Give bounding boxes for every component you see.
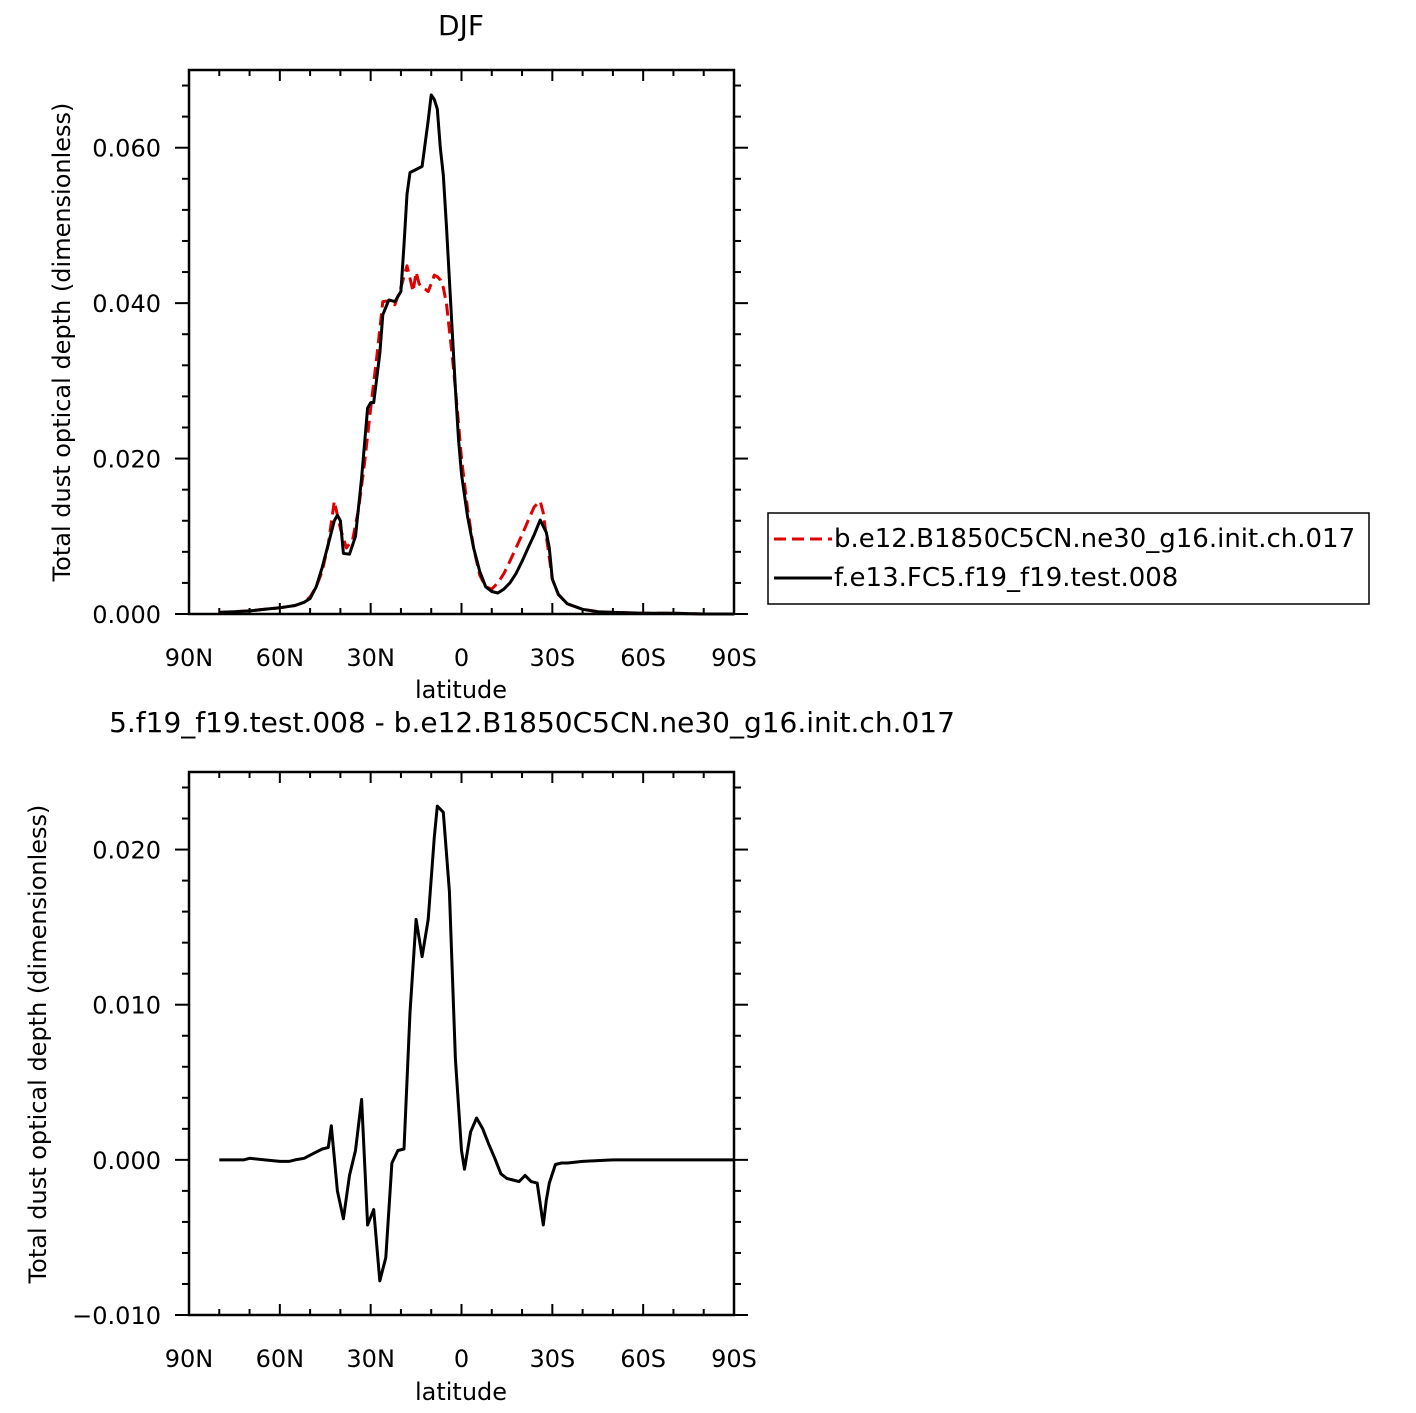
dust-aod-djf-panel: DJF Total dust optical depth (dimensionl…: [48, 9, 1370, 704]
x-tick-label: 90N: [165, 1345, 214, 1373]
y-tick-label: 0.020: [92, 446, 161, 474]
y-tick-label: −0.010: [72, 1302, 161, 1330]
panel-title: 5.f19_f19.test.008 - b.e12.B1850C5CN.ne3…: [109, 706, 955, 739]
x-tick-label: 60S: [620, 644, 666, 672]
series-layer: [219, 93, 734, 616]
legend-box: [767, 512, 1370, 605]
x-tick-label: 90S: [711, 644, 757, 672]
series-line-0: [219, 264, 734, 616]
x-tick-label: 0: [454, 644, 469, 672]
series-line-1: [219, 93, 734, 616]
x-axis-label: latitude: [415, 676, 507, 704]
y-tick-label: 0.000: [92, 601, 161, 629]
x-tick-label: 90S: [711, 1345, 757, 1373]
panel-title: DJF: [438, 9, 484, 42]
legend-entry-0: b.e12.B1850C5CN.ne30_g16.init.ch.017: [834, 524, 1355, 554]
x-tick-label: 30N: [346, 1345, 395, 1373]
difference-panel: 5.f19_f19.test.008 - b.e12.B1850C5CN.ne3…: [24, 706, 955, 1406]
series-line-0: [219, 804, 734, 1283]
axis-ticks: 90N 60N 30N 0 30S 60S 90S 0.000 0.020 0.040 0.060: [92, 70, 757, 672]
y-tick-label: 0.000: [92, 1147, 161, 1175]
x-tick-label: 60N: [256, 1345, 305, 1373]
y-tick-label: 0.010: [92, 992, 161, 1020]
x-tick-label: 60N: [256, 644, 305, 672]
plot-frame: [187, 770, 736, 1317]
x-tick-label: 60S: [620, 1345, 666, 1373]
x-axis-label: latitude: [415, 1378, 507, 1406]
x-tick-label: 30S: [529, 1345, 575, 1373]
x-tick-label: 0: [454, 1345, 469, 1373]
y-tick-label: 0.020: [92, 837, 161, 865]
x-tick-label: 90N: [165, 644, 214, 672]
y-axis-label: Total dust optical depth (dimensionless): [24, 805, 52, 1285]
y-axis-label: Total dust optical depth (dimensionless): [48, 103, 76, 583]
axis-ticks: 90N 60N 30N 0 30S 60S 90S −0.010 0.000 0.010 0.020: [72, 772, 757, 1373]
legend-entry-1: f.e13.FC5.f19_f19.test.008: [834, 563, 1178, 593]
plot-frame: [187, 68, 736, 616]
x-tick-label: 30N: [346, 644, 395, 672]
y-tick-label: 0.040: [92, 290, 161, 318]
x-tick-label: 30S: [529, 644, 575, 672]
y-tick-label: 0.060: [92, 135, 161, 163]
legend: b.e12.B1850C5CN.ne30_g16.init.ch.017 f.e…: [767, 512, 1370, 605]
series-layer: [219, 804, 734, 1283]
